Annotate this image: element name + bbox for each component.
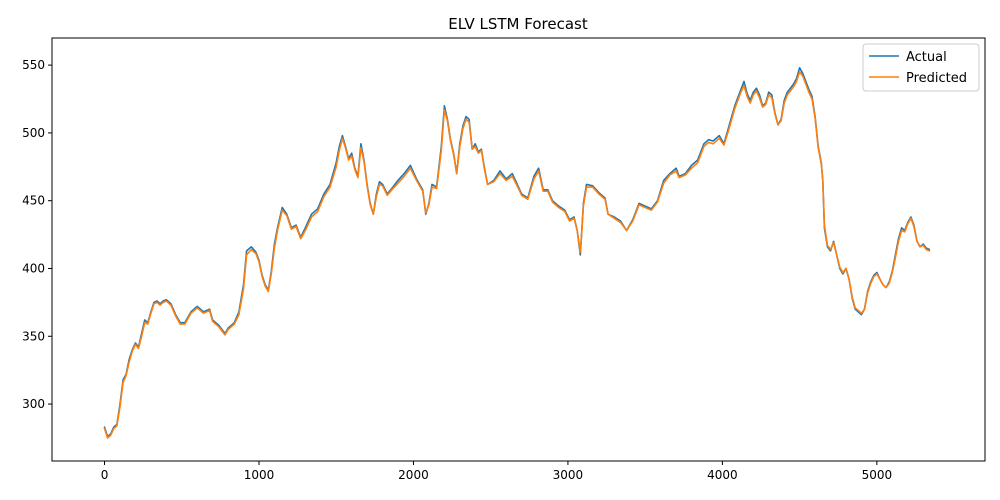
x-tick-label: 2000 [398,468,429,482]
legend-label-predicted: Predicted [906,71,967,86]
x-tick-label: 5000 [862,468,893,482]
y-tick-label: 500 [22,126,45,140]
x-tick-label: 4000 [707,468,738,482]
series-line-actual [103,67,931,438]
y-tick-label: 400 [22,261,45,275]
x-tick-label: 1000 [244,468,275,482]
y-tick-label: 550 [22,58,45,72]
legend: Actual Predicted [862,43,980,92]
y-tick-label: 300 [22,397,45,411]
x-axis: 0 1000 2000 3000 4000 5000 [101,461,892,482]
chart-title: ELV LSTM Forecast [448,15,588,33]
series-line-predicted [103,71,931,439]
y-tick-label: 450 [22,194,45,208]
y-axis: 300 350 400 450 500 550 [22,58,52,411]
x-tick-label: 3000 [553,468,584,482]
legend-label-actual: Actual [906,50,947,65]
plot-area [103,67,931,439]
y-tick-label: 350 [22,329,45,343]
x-tick-label: 0 [101,468,109,482]
axes-frame [51,37,986,462]
